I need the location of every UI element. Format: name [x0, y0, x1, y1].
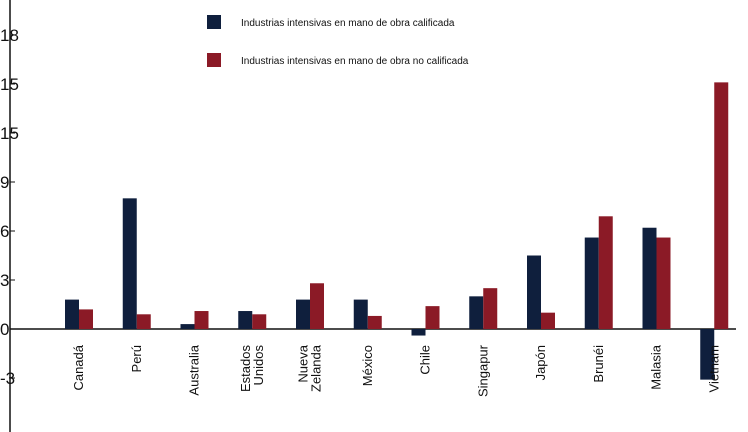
- y-tick-label: 15: [0, 75, 19, 94]
- y-tick-label: -3: [0, 369, 15, 388]
- category-label: Chile: [418, 345, 433, 375]
- category-label: Estados: [238, 345, 253, 392]
- category-label: México: [360, 345, 375, 386]
- category-label: Singapur: [475, 344, 490, 397]
- bar: [122, 198, 137, 329]
- bar: [584, 237, 599, 329]
- category-label: Nueva: [296, 344, 311, 382]
- legend-swatch: [207, 53, 221, 67]
- y-tick-label: 18: [0, 26, 19, 45]
- legend-label: Industrias intensivas en mano de obra ca…: [241, 18, 455, 29]
- category-label: Zelanda: [309, 344, 324, 392]
- category-label: Unidos: [251, 345, 266, 386]
- bar: [700, 329, 715, 380]
- legend-label: Industrias intensivas en mano de obra no…: [241, 56, 469, 67]
- category-label: Brunéi: [591, 345, 606, 383]
- y-tick-label: 0: [0, 320, 9, 339]
- bar: [367, 315, 382, 329]
- bars: [65, 82, 729, 380]
- bar: [79, 309, 93, 329]
- y-tick-label: 9: [0, 173, 9, 192]
- category-label: Canadá: [71, 344, 86, 390]
- bar: [411, 329, 426, 336]
- category-label: Vietnam: [706, 345, 721, 392]
- bar: [136, 314, 151, 329]
- bar: [180, 324, 195, 329]
- y-tick-label: 15: [0, 124, 19, 143]
- bar: [65, 299, 79, 329]
- bar: [527, 255, 541, 329]
- y-tick-labels: -3 0 3 6 9 15 15 18: [0, 26, 19, 388]
- bar: [483, 288, 498, 329]
- bar: [310, 283, 324, 329]
- category-label: Australia: [187, 344, 202, 395]
- category-label: Japón: [533, 345, 548, 380]
- bar: [642, 227, 657, 329]
- bar: [353, 299, 368, 329]
- bar: [541, 312, 555, 329]
- legend-swatch: [207, 15, 221, 29]
- bar: [656, 237, 671, 329]
- bar: [252, 314, 267, 329]
- y-tick-label: 3: [0, 271, 9, 290]
- category-label: Malasia: [649, 344, 664, 390]
- bar: [296, 299, 310, 329]
- legend: Industrias intensivas en mano de obra ca…: [207, 15, 469, 67]
- bar: [598, 216, 613, 329]
- bar: [714, 82, 729, 329]
- y-tick-label: 6: [0, 222, 9, 241]
- bar: [469, 296, 484, 329]
- bar: [238, 311, 253, 329]
- bar: [425, 306, 440, 329]
- bar: [194, 311, 209, 329]
- category-label: Perú: [129, 345, 144, 372]
